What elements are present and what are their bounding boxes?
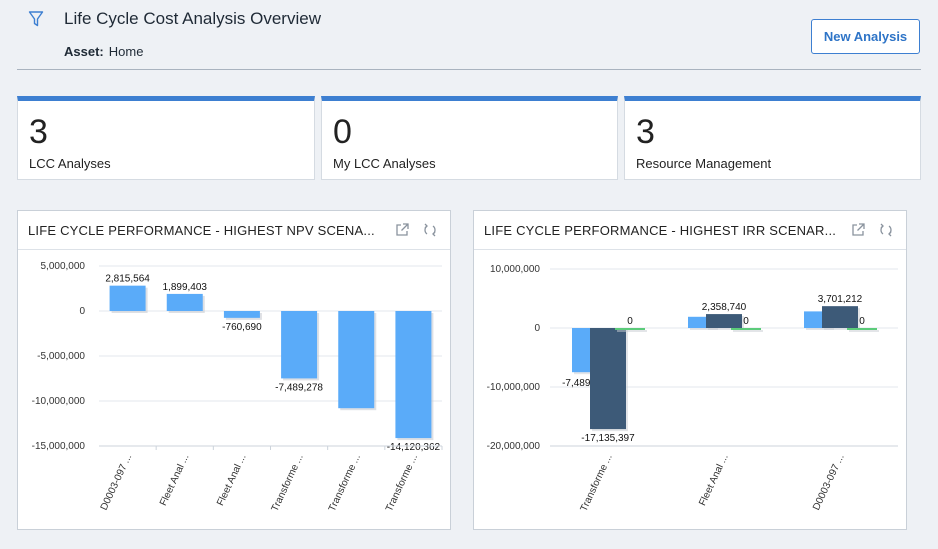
card-my-lcc-analyses[interactable]: 0 My LCC Analyses	[321, 96, 618, 180]
new-analysis-button[interactable]: New Analysis	[811, 19, 920, 54]
x-tick-label: Transforme ...	[384, 453, 420, 514]
y-tick-label: -10,000,000	[487, 382, 541, 393]
refresh-icon[interactable]	[878, 222, 894, 238]
x-tick-label: Transforme ...	[327, 453, 363, 514]
page-title: Life Cycle Cost Analysis Overview	[64, 9, 321, 28]
bar	[223, 311, 260, 318]
header-divider	[17, 69, 921, 70]
y-tick-label: -20,000,000	[487, 441, 541, 452]
open-external-icon[interactable]	[850, 222, 866, 238]
page-header: Life Cycle Cost Analysis Overview Asset:…	[0, 0, 938, 70]
card-label: My LCC Analyses	[333, 156, 436, 171]
refresh-icon[interactable]	[422, 222, 438, 238]
data-label: 3,701,212	[818, 294, 863, 305]
npv-bar-chart: 5,000,000 0 -5,000,000 -10,000,000 -15,000,0…	[32, 261, 443, 514]
data-label: 2,815,564	[105, 274, 150, 285]
data-label: -7,489,278	[562, 378, 610, 389]
asset-breadcrumb: Asset: Home	[64, 44, 143, 59]
data-label: -17,135,397	[581, 433, 635, 444]
card-label: Resource Management	[636, 156, 772, 171]
bar-shadow	[849, 330, 879, 332]
y-tick-label: -15,000,000	[32, 441, 86, 452]
bar	[822, 306, 858, 328]
y-tick-label: 5,000,000	[41, 261, 86, 272]
open-external-icon[interactable]	[394, 222, 410, 238]
panel-title: LIFE CYCLE PERFORMANCE - HIGHEST NPV SCE…	[28, 223, 375, 238]
bar-shadow	[617, 330, 647, 332]
data-label: -760,690	[222, 322, 262, 333]
data-label: 0	[627, 316, 633, 327]
asset-label: Asset:	[64, 44, 104, 59]
bar-shadow	[733, 330, 763, 332]
panel-header-divider	[18, 249, 450, 250]
asset-value: Home	[108, 44, 144, 59]
bar	[706, 314, 742, 328]
bar	[281, 311, 318, 379]
panel-header-divider	[474, 249, 906, 250]
bar	[109, 285, 146, 311]
panel-title: LIFE CYCLE PERFORMANCE - HIGHEST IRR SCE…	[484, 223, 837, 238]
y-tick-label: -5,000,000	[37, 351, 85, 362]
card-count: 3	[29, 113, 48, 151]
y-tick-label: 0	[534, 323, 540, 334]
irr-bar-chart: 10,000,000 0 -10,000,000 -20,000,000 -7,489,…	[487, 264, 898, 514]
x-tick-label: Fleet Anal ...	[697, 453, 730, 508]
data-label: 0	[743, 316, 749, 327]
y-tick-label: -10,000,000	[32, 396, 86, 407]
bar	[615, 328, 645, 330]
data-label: 2,358,740	[702, 302, 747, 313]
bar	[731, 328, 761, 330]
filter-icon[interactable]	[28, 10, 44, 28]
y-tick-label: 10,000,000	[490, 264, 540, 275]
data-label: -7,489,278	[275, 382, 323, 393]
bar	[590, 328, 626, 430]
x-tick-label: D0003-097 ...	[99, 453, 135, 513]
x-tick-label: Transforme ...	[579, 453, 615, 514]
bar	[166, 293, 203, 311]
npv-chart-panel: LIFE CYCLE PERFORMANCE - HIGHEST NPV SCE…	[17, 210, 451, 530]
data-label: 1,899,403	[163, 282, 208, 293]
x-tick-label: Fleet Anal ...	[215, 453, 248, 508]
bar	[338, 311, 375, 409]
bar	[395, 311, 432, 439]
y-tick-label: 0	[79, 306, 85, 317]
x-tick-label: D0003-097 ...	[811, 453, 847, 513]
card-count: 0	[333, 113, 352, 151]
x-tick-label: Fleet Anal ...	[158, 453, 191, 508]
data-label: 0	[859, 316, 865, 327]
irr-chart-panel: LIFE CYCLE PERFORMANCE - HIGHEST IRR SCE…	[473, 210, 907, 530]
card-count: 3	[636, 113, 655, 151]
data-label: -14,120,362	[387, 442, 441, 453]
card-label: LCC Analyses	[29, 156, 111, 171]
bar	[847, 328, 877, 330]
bar	[688, 316, 716, 328]
card-resource-management[interactable]: 3 Resource Management	[624, 96, 921, 180]
card-lcc-analyses[interactable]: 3 LCC Analyses	[17, 96, 315, 180]
x-tick-label: Transforme ...	[270, 453, 306, 514]
